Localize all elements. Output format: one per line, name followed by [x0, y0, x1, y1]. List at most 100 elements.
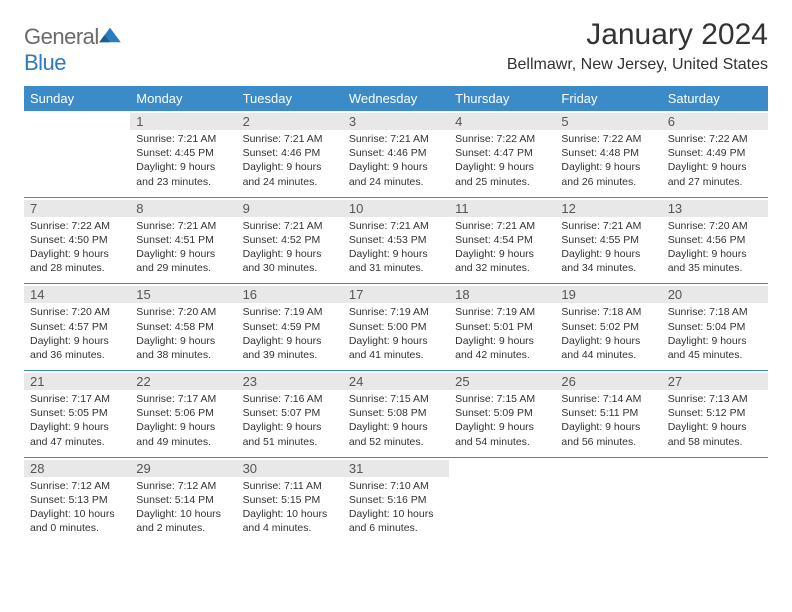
sunrise-line: Sunrise: 7:19 AM: [243, 306, 323, 318]
daylight-line: Daylight: 9 hours and 54 minutes.: [455, 421, 534, 447]
calendar-cell: 15 Sunrise: 7:20 AMSunset: 4:58 PMDayligh…: [130, 284, 236, 371]
sunrise-line: Sunrise: 7:19 AM: [349, 306, 429, 318]
day-number: 17: [343, 286, 449, 303]
sunrise-line: Sunrise: 7:19 AM: [455, 306, 535, 318]
calendar-week-row: 7 Sunrise: 7:22 AM Sunset: 4:50 PM Daylight…: [24, 197, 768, 284]
day-info: Sunrise: 7:20 AMSunset: 4:57 PMDaylight:…: [30, 305, 124, 362]
sunrise-line: Sunrise: 7:21 AM: [136, 133, 216, 145]
day-info: Sunrise: 7:21 AMSunset: 4:46 PMDaylight:…: [243, 132, 337, 189]
day-header: Sunday: [24, 86, 130, 111]
calendar-cell: 24Sunrise: 7:15 AMSunset: 5:08 PMDayligh…: [343, 371, 449, 458]
sunrise-line: Sunrise: 7:17 AM: [136, 393, 216, 405]
calendar-cell: 30Sunrise: 7:11 AMSunset: 5:15 PMDayligh…: [237, 457, 343, 543]
day-info: Sunrise: 7:18 AMSunset: 5:04 PMDaylight:…: [668, 305, 762, 362]
sunset-line: Sunset: 4:49 PM: [668, 147, 746, 159]
day-info: Sunrise: 7:22 AMSunset: 4:49 PMDaylight:…: [668, 132, 762, 189]
daylight-line: Daylight: 9 hours and 27 minutes.: [668, 161, 747, 187]
calendar-page: GeneralBlue January 2024 Bellmawr, New J…: [0, 0, 792, 561]
day-info: Sunrise: 7:20 AMSunset: 4:56 PMDaylight:…: [668, 219, 762, 276]
location: Bellmawr, New Jersey, United States: [507, 56, 768, 74]
sunrise-line: Sunrise: 7:22 AM: [561, 133, 641, 145]
day-number: 26: [555, 373, 661, 390]
day-number: 30: [237, 460, 343, 477]
day-number: 3: [343, 113, 449, 130]
sunrise-line: Sunrise: 7:12 AM: [30, 480, 110, 492]
day-number: 25: [449, 373, 555, 390]
calendar-week-row: 1Sunrise: 7:21 AMSunset: 4:45 PMDaylight…: [24, 111, 768, 197]
sunrise-line: Sunrise: 7:13 AM: [668, 393, 748, 405]
day-info: Sunrise: 7:21 AMSunset: 4:46 PMDaylight:…: [349, 132, 443, 189]
sunset-line: Sunset: 4:50 PM: [30, 234, 108, 246]
sunrise-line: Sunrise: 7:21 AM: [243, 220, 323, 232]
sunset-line: Sunset: 4:45 PM: [136, 147, 214, 159]
calendar-cell: 8Sunrise: 7:21 AMSunset: 4:51 PMDaylight…: [130, 197, 236, 284]
day-number: 5: [555, 113, 661, 130]
day-number: 27: [662, 373, 768, 390]
daylight-line: Daylight: 9 hours and 34 minutes.: [561, 248, 640, 274]
day-info: Sunrise: 7:21 AMSunset: 4:51 PMDaylight:…: [136, 219, 230, 276]
daylight-line: Daylight: 9 hours and 30 minutes.: [243, 248, 322, 274]
daylight-line: Daylight: 9 hours and 32 minutes.: [455, 248, 534, 274]
day-info: Sunrise: 7:10 AMSunset: 5:16 PMDaylight:…: [349, 479, 443, 536]
daylight-line: Daylight: 9 hours and 24 minutes.: [349, 161, 428, 187]
sunrise-line: Sunrise: 7:21 AM: [349, 220, 429, 232]
sunrise-line: Sunrise: 7:18 AM: [561, 306, 641, 318]
sunset-line: Sunset: 4:54 PM: [455, 234, 533, 246]
day-info: Sunrise: 7:12 AMSunset: 5:14 PMDaylight:…: [136, 479, 230, 536]
day-info: Sunrise: 7:19 AMSunset: 5:01 PMDaylight:…: [455, 305, 549, 362]
logo-triangle-icon: [99, 26, 121, 44]
calendar-cell: 16Sunrise: 7:19 AMSunset: 4:59 PMDayligh…: [237, 284, 343, 371]
sunset-line: Sunset: 4:48 PM: [561, 147, 639, 159]
calendar-cell: 22Sunrise: 7:17 AMSunset: 5:06 PMDayligh…: [130, 371, 236, 458]
calendar-cell: 3 Sunrise: 7:21 AMSunset: 4:46 PMDaylight…: [343, 111, 449, 197]
calendar-cell: [449, 457, 555, 543]
day-number: 11: [449, 200, 555, 217]
sunset-line: Sunset: 5:08 PM: [349, 407, 427, 419]
sunset-line: Sunset: 5:13 PM: [30, 494, 108, 506]
sunrise-line: Sunrise: 7:22 AM: [30, 220, 110, 232]
day-number: 15: [130, 286, 236, 303]
title-block: January 2024 Bellmawr, New Jersey, Unite…: [507, 18, 768, 74]
sunset-line: Sunset: 4:51 PM: [136, 234, 214, 246]
day-number: 2: [237, 113, 343, 130]
day-info: Sunrise: 7:20 AMSunset: 4:58 PMDaylight:…: [136, 305, 230, 362]
day-number: 14: [24, 286, 130, 303]
sunrise-line: Sunrise: 7:20 AM: [30, 306, 110, 318]
calendar-cell: [24, 111, 130, 197]
logo-word-2: Blue: [24, 50, 66, 75]
daylight-line: Daylight: 9 hours and 49 minutes.: [136, 421, 215, 447]
sunrise-line: Sunrise: 7:11 AM: [243, 480, 322, 492]
day-info: Sunrise: 7:13 AMSunset: 5:12 PMDaylight:…: [668, 392, 762, 449]
day-info: Sunrise: 7:16 AMSunset: 5:07 PMDaylight:…: [243, 392, 337, 449]
calendar-cell: 19Sunrise: 7:18 AMSunset: 5:02 PMDayligh…: [555, 284, 661, 371]
daylight-line: Daylight: 9 hours and 44 minutes.: [561, 335, 640, 361]
day-info: Sunrise: 7:22 AMSunset: 4:48 PMDaylight:…: [561, 132, 655, 189]
sunrise-line: Sunrise: 7:17 AM: [30, 393, 110, 405]
daylight-line: Daylight: 9 hours and 45 minutes.: [668, 335, 747, 361]
day-number: 16: [237, 286, 343, 303]
day-info: Sunrise: 7:21 AMSunset: 4:45 PMDaylight:…: [136, 132, 230, 189]
day-number: 28: [24, 460, 130, 477]
sunrise-line: Sunrise: 7:21 AM: [136, 220, 216, 232]
sunrise-line: Sunrise: 7:22 AM: [455, 133, 535, 145]
day-info: Sunrise: 7:12 AMSunset: 5:13 PMDaylight:…: [30, 479, 124, 536]
sunset-line: Sunset: 5:09 PM: [455, 407, 533, 419]
calendar-cell: 6Sunrise: 7:22 AMSunset: 4:49 PMDaylight…: [662, 111, 768, 197]
day-number: 21: [24, 373, 130, 390]
calendar-cell: 7Sunrise: 7:22 AMSunset: 4:50 PMDaylight…: [24, 197, 130, 284]
daylight-line: Daylight: 9 hours and 35 minutes.: [668, 248, 747, 274]
calendar-header-row: SundayMondayTuesdayWednesdayThursdayFrid…: [24, 86, 768, 111]
sunrise-line: Sunrise: 7:18 AM: [668, 306, 748, 318]
day-number: 19: [555, 286, 661, 303]
sunrise-line: Sunrise: 7:15 AM: [455, 393, 535, 405]
daylight-line: Daylight: 10 hours and 6 minutes.: [349, 508, 434, 534]
day-info: Sunrise: 7:14 AMSunset: 5:11 PMDaylight:…: [561, 392, 655, 449]
day-header: Wednesday: [343, 86, 449, 111]
day-number: 7: [24, 200, 130, 217]
calendar-cell: 18Sunrise: 7:19 AMSunset: 5:01 PMDayligh…: [449, 284, 555, 371]
day-number: 12: [555, 200, 661, 217]
day-header: Tuesday: [237, 86, 343, 111]
day-number: 29: [130, 460, 236, 477]
sunrise-line: Sunrise: 7:20 AM: [136, 306, 216, 318]
calendar-cell: 10Sunrise: 7:21 AMSunset: 4:53 PMDayligh…: [343, 197, 449, 284]
